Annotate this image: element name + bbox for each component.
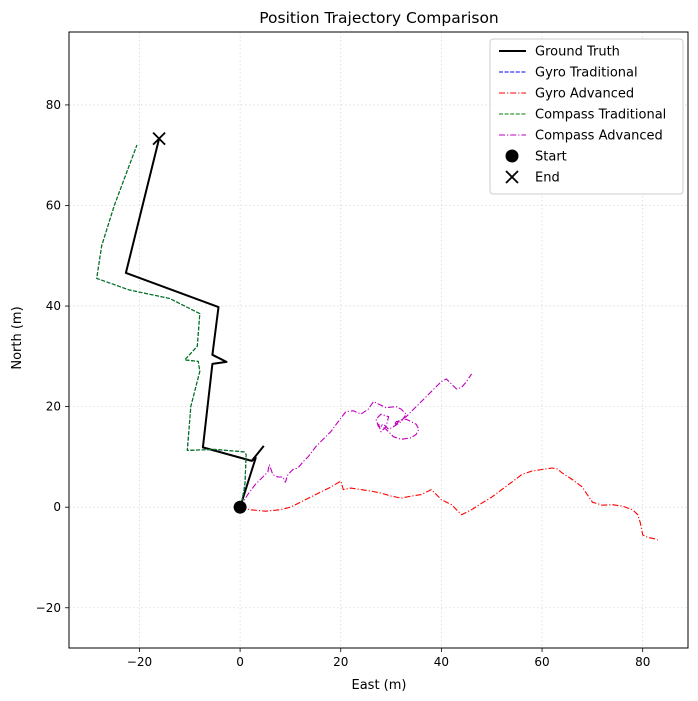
legend-label-start: Start — [535, 150, 567, 165]
series-compass-advanced-line — [239, 373, 473, 508]
marker-stroke — [152, 131, 166, 146]
x-tick-label: 80 — [635, 655, 650, 669]
x-tick-label: 20 — [333, 655, 348, 669]
series-gyro-advanced-line — [239, 467, 658, 541]
grid — [69, 32, 688, 648]
series-layer — [96, 138, 658, 541]
legend-label-ground-truth: Ground Truth — [535, 45, 620, 60]
x-tick-label: 60 — [534, 655, 549, 669]
legend-label-gyro-traditional: Gyro Traditional — [535, 66, 638, 81]
x-tick-label: 40 — [434, 655, 449, 669]
legend-label-compass-advanced: Compass Advanced — [535, 129, 663, 144]
x-tick-label: −20 — [127, 655, 152, 669]
chart-title: Position Trajectory Comparison — [259, 9, 499, 27]
y-tick-label: 20 — [46, 400, 61, 414]
legend-label-gyro-advanced: Gyro Advanced — [535, 87, 634, 102]
series-ground-truth-segment — [250, 445, 265, 462]
legend-label-end: End — [535, 171, 560, 186]
y-tick-label: 80 — [46, 98, 61, 112]
legend-swatch-stroke — [505, 170, 519, 184]
legend-swatch-end — [505, 170, 519, 184]
y-axis-label: North (m) — [10, 306, 25, 369]
marker-layer — [152, 131, 247, 514]
axis-ticks: −20 0 20 40 60 80 −20 0 20 40 60 80 — [36, 98, 651, 669]
y-tick-label: 0 — [53, 500, 61, 514]
x-tick-label: 0 — [236, 655, 244, 669]
marker-end — [152, 131, 166, 146]
y-tick-label: 40 — [46, 299, 61, 313]
legend-swatch-start — [505, 149, 519, 163]
legend-box — [489, 38, 684, 195]
y-tick-label: −20 — [36, 601, 61, 615]
x-axis-label: East (m) — [352, 678, 407, 693]
plot-frame — [68, 31, 689, 649]
legend-label-compass-traditional: Compass Traditional — [535, 108, 666, 123]
marker-start — [233, 500, 247, 514]
legend: Ground Truth Gyro Traditional Gyro Advance… — [489, 38, 684, 195]
y-tick-label: 60 — [46, 198, 61, 212]
series-compass-traditional-line — [96, 144, 247, 508]
